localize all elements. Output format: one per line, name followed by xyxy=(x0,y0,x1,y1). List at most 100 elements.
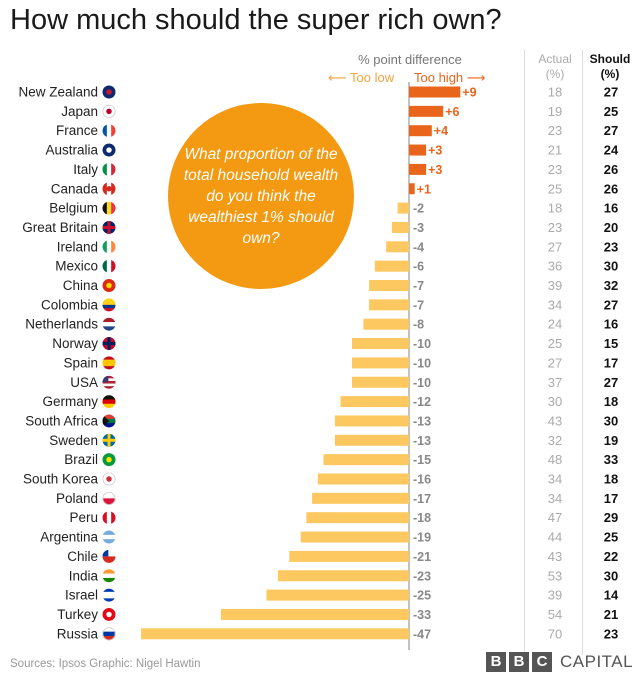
country-label: Sweden xyxy=(49,433,98,448)
value-label: +4 xyxy=(434,124,448,138)
value-label: -10 xyxy=(413,356,431,370)
value-label: -3 xyxy=(413,221,424,235)
actual-value: 54 xyxy=(548,607,562,622)
value-label: -6 xyxy=(413,260,424,274)
actual-value: 43 xyxy=(548,413,562,428)
bar xyxy=(352,357,409,369)
country-label: Spain xyxy=(63,355,98,370)
actual-value: 34 xyxy=(548,297,562,312)
new-zealand-flag-icon xyxy=(102,85,116,99)
country-label: New Zealand xyxy=(18,85,98,100)
bar xyxy=(312,492,409,504)
should-value: 16 xyxy=(604,317,618,332)
actual-value: 47 xyxy=(548,510,562,525)
should-value: 25 xyxy=(604,104,618,119)
value-label: -25 xyxy=(413,589,431,603)
value-label: -47 xyxy=(413,627,431,641)
bar xyxy=(386,241,409,253)
country-label: Canada xyxy=(51,181,99,196)
value-label: -12 xyxy=(413,395,431,409)
actual-value: 25 xyxy=(548,336,562,351)
should-value: 29 xyxy=(604,510,618,525)
bar xyxy=(289,550,409,562)
value-label: -16 xyxy=(413,473,431,487)
actual-header-line1: Actual xyxy=(538,52,572,66)
country-label: Netherlands xyxy=(25,317,98,332)
country-label: South Africa xyxy=(25,413,98,428)
argentina-flag-icon xyxy=(102,530,116,544)
actual-value: 34 xyxy=(548,472,562,487)
bar xyxy=(220,608,409,620)
brazil-flag-icon xyxy=(102,453,116,467)
norway-flag-icon xyxy=(102,337,116,351)
bar xyxy=(334,415,409,427)
colombia-flag-icon xyxy=(102,298,116,312)
value-label: +6 xyxy=(445,105,459,119)
country-label: USA xyxy=(70,375,98,390)
country-label: Israel xyxy=(65,588,98,603)
value-label: -7 xyxy=(413,279,424,293)
should-value: 33 xyxy=(604,452,618,467)
ireland-flag-icon xyxy=(102,240,116,254)
logo-letter: B xyxy=(509,652,529,672)
turkey-flag-icon xyxy=(102,607,116,621)
sources-credit: Sources: Ipsos Graphic: Nigel Hawtin xyxy=(10,658,201,670)
belgium-flag-icon xyxy=(102,201,116,215)
country-label: Poland xyxy=(56,491,98,506)
japan-flag-icon xyxy=(102,104,116,118)
should-value: 26 xyxy=(604,181,618,196)
france-flag-icon xyxy=(102,124,116,138)
value-label: -13 xyxy=(413,434,431,448)
bar xyxy=(409,144,427,156)
axis-title: % point difference xyxy=(358,52,462,67)
value-label: -33 xyxy=(413,608,431,622)
column-divider-right xyxy=(582,50,583,655)
callout-bubble: What proportion of the total household w… xyxy=(168,103,354,289)
should-value: 18 xyxy=(604,472,618,487)
bar xyxy=(306,512,409,524)
should-value: 27 xyxy=(604,85,618,100)
actual-value: 53 xyxy=(548,568,562,583)
actual-value: 30 xyxy=(548,394,562,409)
israel-flag-icon xyxy=(102,588,116,602)
should-value: 25 xyxy=(604,530,618,545)
netherlands-flag-icon xyxy=(102,317,116,331)
value-label: -15 xyxy=(413,453,431,467)
actual-value: 34 xyxy=(548,491,562,506)
should-value: 15 xyxy=(604,336,618,351)
logo-letter: C xyxy=(532,652,552,672)
india-flag-icon xyxy=(102,569,116,583)
usa-flag-icon xyxy=(102,375,116,389)
mexico-flag-icon xyxy=(102,259,116,273)
value-label: -19 xyxy=(413,531,431,545)
should-value: 30 xyxy=(604,568,618,583)
bar xyxy=(300,531,409,543)
too-high-label: Too high ⟶ xyxy=(414,70,486,85)
bar xyxy=(352,338,409,350)
actual-value: 25 xyxy=(548,181,562,196)
callout-text: What proportion of the total household w… xyxy=(183,145,339,247)
too-low-label: ⟵ Too low xyxy=(328,70,395,85)
bar xyxy=(340,396,409,408)
value-label: -2 xyxy=(413,202,424,216)
country-label: Australia xyxy=(45,143,98,158)
actual-header-line2: (%) xyxy=(545,67,565,81)
country-label: Brazil xyxy=(64,452,98,467)
should-value: 19 xyxy=(604,433,618,448)
value-label: -13 xyxy=(413,414,431,428)
actual-value: 19 xyxy=(548,104,562,119)
actual-value: 32 xyxy=(548,433,562,448)
should-header-line1: Should xyxy=(589,52,631,66)
actual-value: 43 xyxy=(548,549,562,564)
actual-value: 21 xyxy=(548,143,562,158)
actual-value: 18 xyxy=(548,85,562,100)
should-header-line2: (%) xyxy=(600,67,620,81)
should-value: 18 xyxy=(604,394,618,409)
actual-column-header: Actual (%) xyxy=(527,52,583,82)
bar xyxy=(409,183,415,195)
page-title: How much should the super rich own? xyxy=(10,4,502,36)
actual-value: 70 xyxy=(548,626,562,641)
should-value: 27 xyxy=(604,123,618,138)
actual-value: 27 xyxy=(548,239,562,254)
country-label: Ireland xyxy=(57,239,98,254)
